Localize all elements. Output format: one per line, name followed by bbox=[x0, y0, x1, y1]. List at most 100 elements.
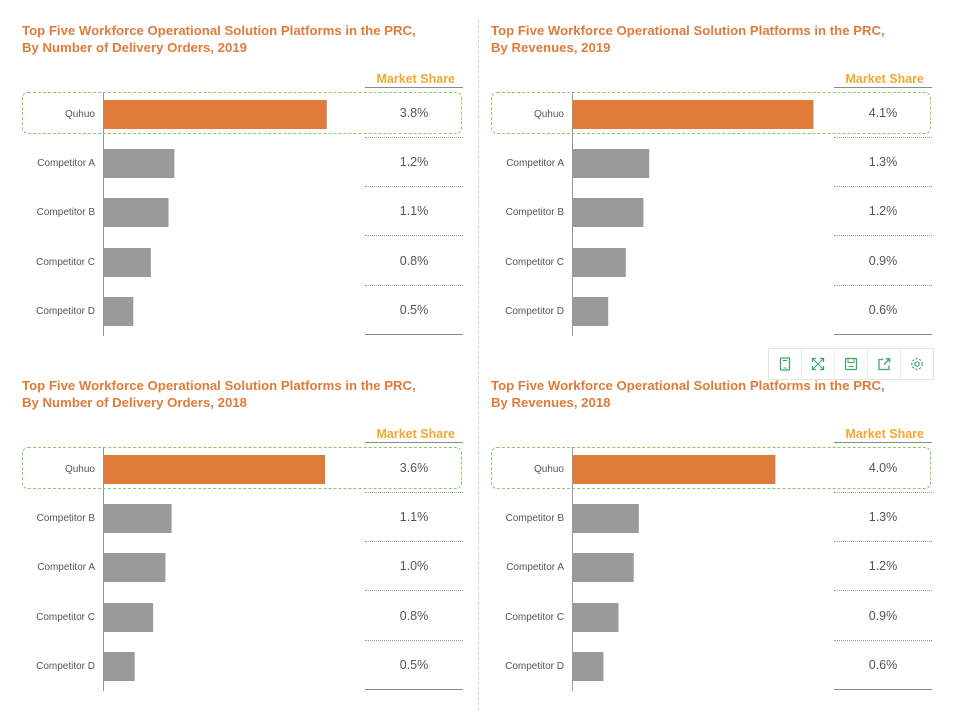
category-label: Quhuo bbox=[533, 464, 564, 475]
market-share-value: 0.8% bbox=[399, 609, 429, 623]
row-rule bbox=[365, 689, 463, 690]
bar-competitor-c bbox=[573, 248, 626, 277]
chart-panel-1: Top Five Workforce Operational Solution … bbox=[491, 22, 941, 362]
category-label: Competitor D bbox=[36, 306, 95, 317]
row-rule bbox=[834, 334, 932, 335]
panel-divider bbox=[478, 20, 479, 710]
market-share-header: Market Share bbox=[376, 72, 455, 86]
bar-plot bbox=[104, 100, 327, 326]
chart-panel-3: Top Five Workforce Operational Solution … bbox=[491, 377, 941, 717]
market-share-header: Market Share bbox=[845, 427, 924, 441]
bar-competitor-b bbox=[573, 504, 639, 533]
market-share-value: 1.2% bbox=[868, 559, 898, 573]
category-axis bbox=[572, 447, 573, 691]
market-share-value: 4.1% bbox=[868, 106, 898, 120]
category-axis bbox=[103, 447, 104, 691]
market-share-value: 3.6% bbox=[399, 461, 429, 475]
market-share-value: 1.3% bbox=[868, 155, 898, 169]
quhuo-highlight-box bbox=[22, 92, 462, 134]
row-rule bbox=[365, 137, 463, 138]
market-share-value: 0.9% bbox=[868, 254, 898, 268]
header-rule bbox=[365, 442, 463, 443]
bar-competitor-b bbox=[104, 504, 172, 533]
category-label: Competitor C bbox=[505, 257, 564, 268]
bar-competitor-d bbox=[104, 297, 134, 326]
chart-title-line: By Number of Delivery Orders, 2018 bbox=[22, 395, 248, 410]
bar-competitor-a bbox=[104, 149, 175, 178]
market-share-header: Market Share bbox=[376, 427, 455, 441]
market-share-value: 0.8% bbox=[399, 254, 429, 268]
chart-title: Top Five Workforce Operational Solution … bbox=[22, 22, 472, 56]
category-label: Competitor D bbox=[36, 661, 95, 672]
bar-quhuo bbox=[573, 100, 814, 129]
bar-competitor-b bbox=[104, 198, 169, 227]
chart-title-line: Top Five Workforce Operational Solution … bbox=[491, 378, 885, 393]
bar-competitor-a bbox=[104, 553, 166, 582]
bar-plot bbox=[573, 100, 814, 326]
market-share-value: 0.9% bbox=[868, 609, 898, 623]
chart-title-line: Top Five Workforce Operational Solution … bbox=[22, 378, 416, 393]
row-rule bbox=[834, 689, 932, 690]
category-label: Competitor C bbox=[505, 612, 564, 623]
category-label: Competitor B bbox=[505, 513, 564, 524]
row-rule bbox=[365, 285, 463, 286]
chart-toolbar bbox=[768, 348, 934, 380]
chart-title-line: By Revenues, 2019 bbox=[491, 40, 611, 55]
market-share-value: 0.5% bbox=[399, 303, 429, 317]
chart-title-line: Top Five Workforce Operational Solution … bbox=[22, 23, 416, 38]
bar-quhuo bbox=[104, 100, 327, 129]
category-label: Quhuo bbox=[533, 109, 564, 120]
category-label: Competitor C bbox=[36, 257, 95, 268]
bar-competitor-d bbox=[104, 652, 135, 681]
bar-competitor-d bbox=[573, 652, 604, 681]
bar-competitor-a bbox=[573, 149, 650, 178]
tablet-icon[interactable] bbox=[769, 349, 802, 379]
category-label: Quhuo bbox=[64, 109, 95, 120]
category-label: Competitor B bbox=[505, 207, 564, 218]
category-label: Competitor D bbox=[505, 306, 564, 317]
bar-plot bbox=[104, 455, 326, 681]
bar-competitor-d bbox=[573, 297, 609, 326]
row-rule bbox=[834, 285, 932, 286]
header-rule bbox=[834, 442, 932, 443]
market-share-value: 1.2% bbox=[399, 155, 429, 169]
row-rule bbox=[834, 541, 932, 542]
settings-icon[interactable] bbox=[901, 349, 933, 379]
bar-competitor-c bbox=[104, 603, 154, 632]
quhuo-highlight-box bbox=[491, 92, 931, 134]
category-label: Competitor C bbox=[36, 612, 95, 623]
save-icon[interactable] bbox=[835, 349, 868, 379]
expand-icon[interactable] bbox=[802, 349, 835, 379]
category-axis bbox=[103, 92, 104, 336]
market-share-header: Market Share bbox=[845, 72, 924, 86]
quhuo-highlight-box bbox=[491, 447, 931, 489]
quhuo-highlight-box bbox=[22, 447, 462, 489]
row-rule bbox=[365, 334, 463, 335]
market-share-value: 1.2% bbox=[868, 204, 898, 218]
category-label: Competitor D bbox=[505, 661, 564, 672]
category-label: Competitor A bbox=[506, 158, 564, 169]
bar-plot bbox=[573, 455, 776, 681]
bar-competitor-b bbox=[573, 198, 644, 227]
row-rule bbox=[365, 186, 463, 187]
row-rule bbox=[365, 590, 463, 591]
market-share-value: 1.1% bbox=[399, 204, 429, 218]
bar-quhuo bbox=[104, 455, 326, 484]
market-share-value: 1.0% bbox=[399, 559, 429, 573]
category-label: Competitor A bbox=[37, 158, 95, 169]
share-icon[interactable] bbox=[868, 349, 901, 379]
market-share-value: 4.0% bbox=[868, 461, 898, 475]
row-rule bbox=[365, 492, 463, 493]
bar-quhuo bbox=[573, 455, 776, 484]
header-rule bbox=[365, 87, 463, 88]
chart-title-line: By Number of Delivery Orders, 2019 bbox=[22, 40, 248, 55]
bar-competitor-c bbox=[104, 248, 151, 277]
market-share-value: 0.5% bbox=[399, 658, 429, 672]
chart-panel-0: Top Five Workforce Operational Solution … bbox=[22, 22, 472, 362]
bar-competitor-c bbox=[573, 603, 619, 632]
row-rule bbox=[834, 492, 932, 493]
chart-title: Top Five Workforce Operational Solution … bbox=[491, 22, 941, 56]
chart-title-line: By Revenues, 2018 bbox=[491, 395, 611, 410]
market-share-value: 1.1% bbox=[399, 510, 429, 524]
chart-title-line: Top Five Workforce Operational Solution … bbox=[491, 23, 885, 38]
